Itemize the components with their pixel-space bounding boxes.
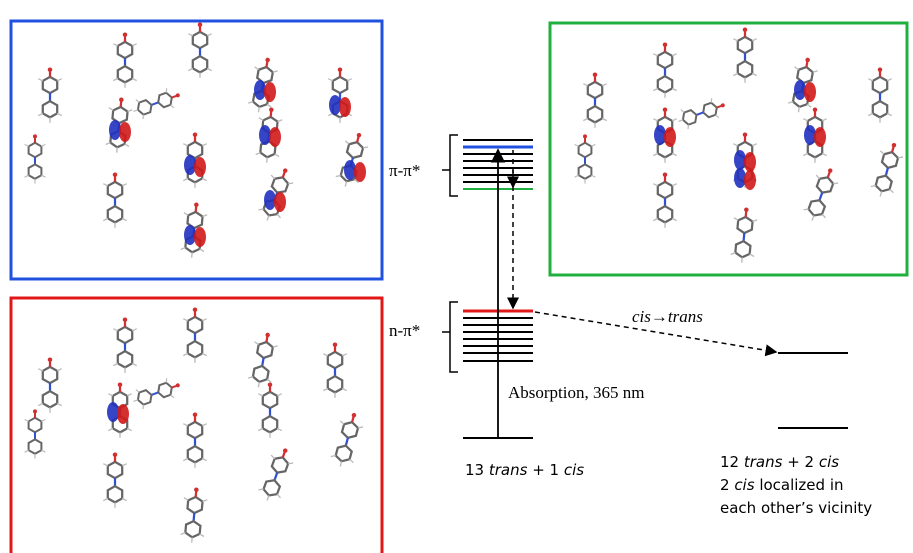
level-label: n-π* [389,321,420,340]
text: 12 [720,453,744,471]
text: trans [744,453,783,471]
text: cis [819,453,839,471]
text: trans [489,461,528,479]
green-panel [550,23,907,275]
red-panel [11,298,382,553]
text: localized in [755,476,844,494]
arrow-label: Absorption, 365 nm [508,383,644,402]
state-label: 12 trans + 2 cis [720,453,839,471]
state-label: 2 cis localized in [720,476,844,494]
state-label: 13 trans + 1 cis [465,461,584,479]
text: cis [564,461,584,479]
text: 2 [720,476,734,494]
state-label: each other’s vicinity [720,499,872,517]
level-label: π-π* [389,161,420,180]
text: + 1 [527,461,563,479]
arrow-label: cis→trans [632,307,703,326]
blue-panel [11,21,382,279]
text: cis [734,476,754,494]
energy-diagram: π-π* n-π* cis→trans Absorption, 365 nm 1… [389,135,872,517]
text: + 2 [782,453,818,471]
text: 13 [465,461,489,479]
figure: π-π* n-π* cis→trans Absorption, 365 nm 1… [0,0,913,553]
